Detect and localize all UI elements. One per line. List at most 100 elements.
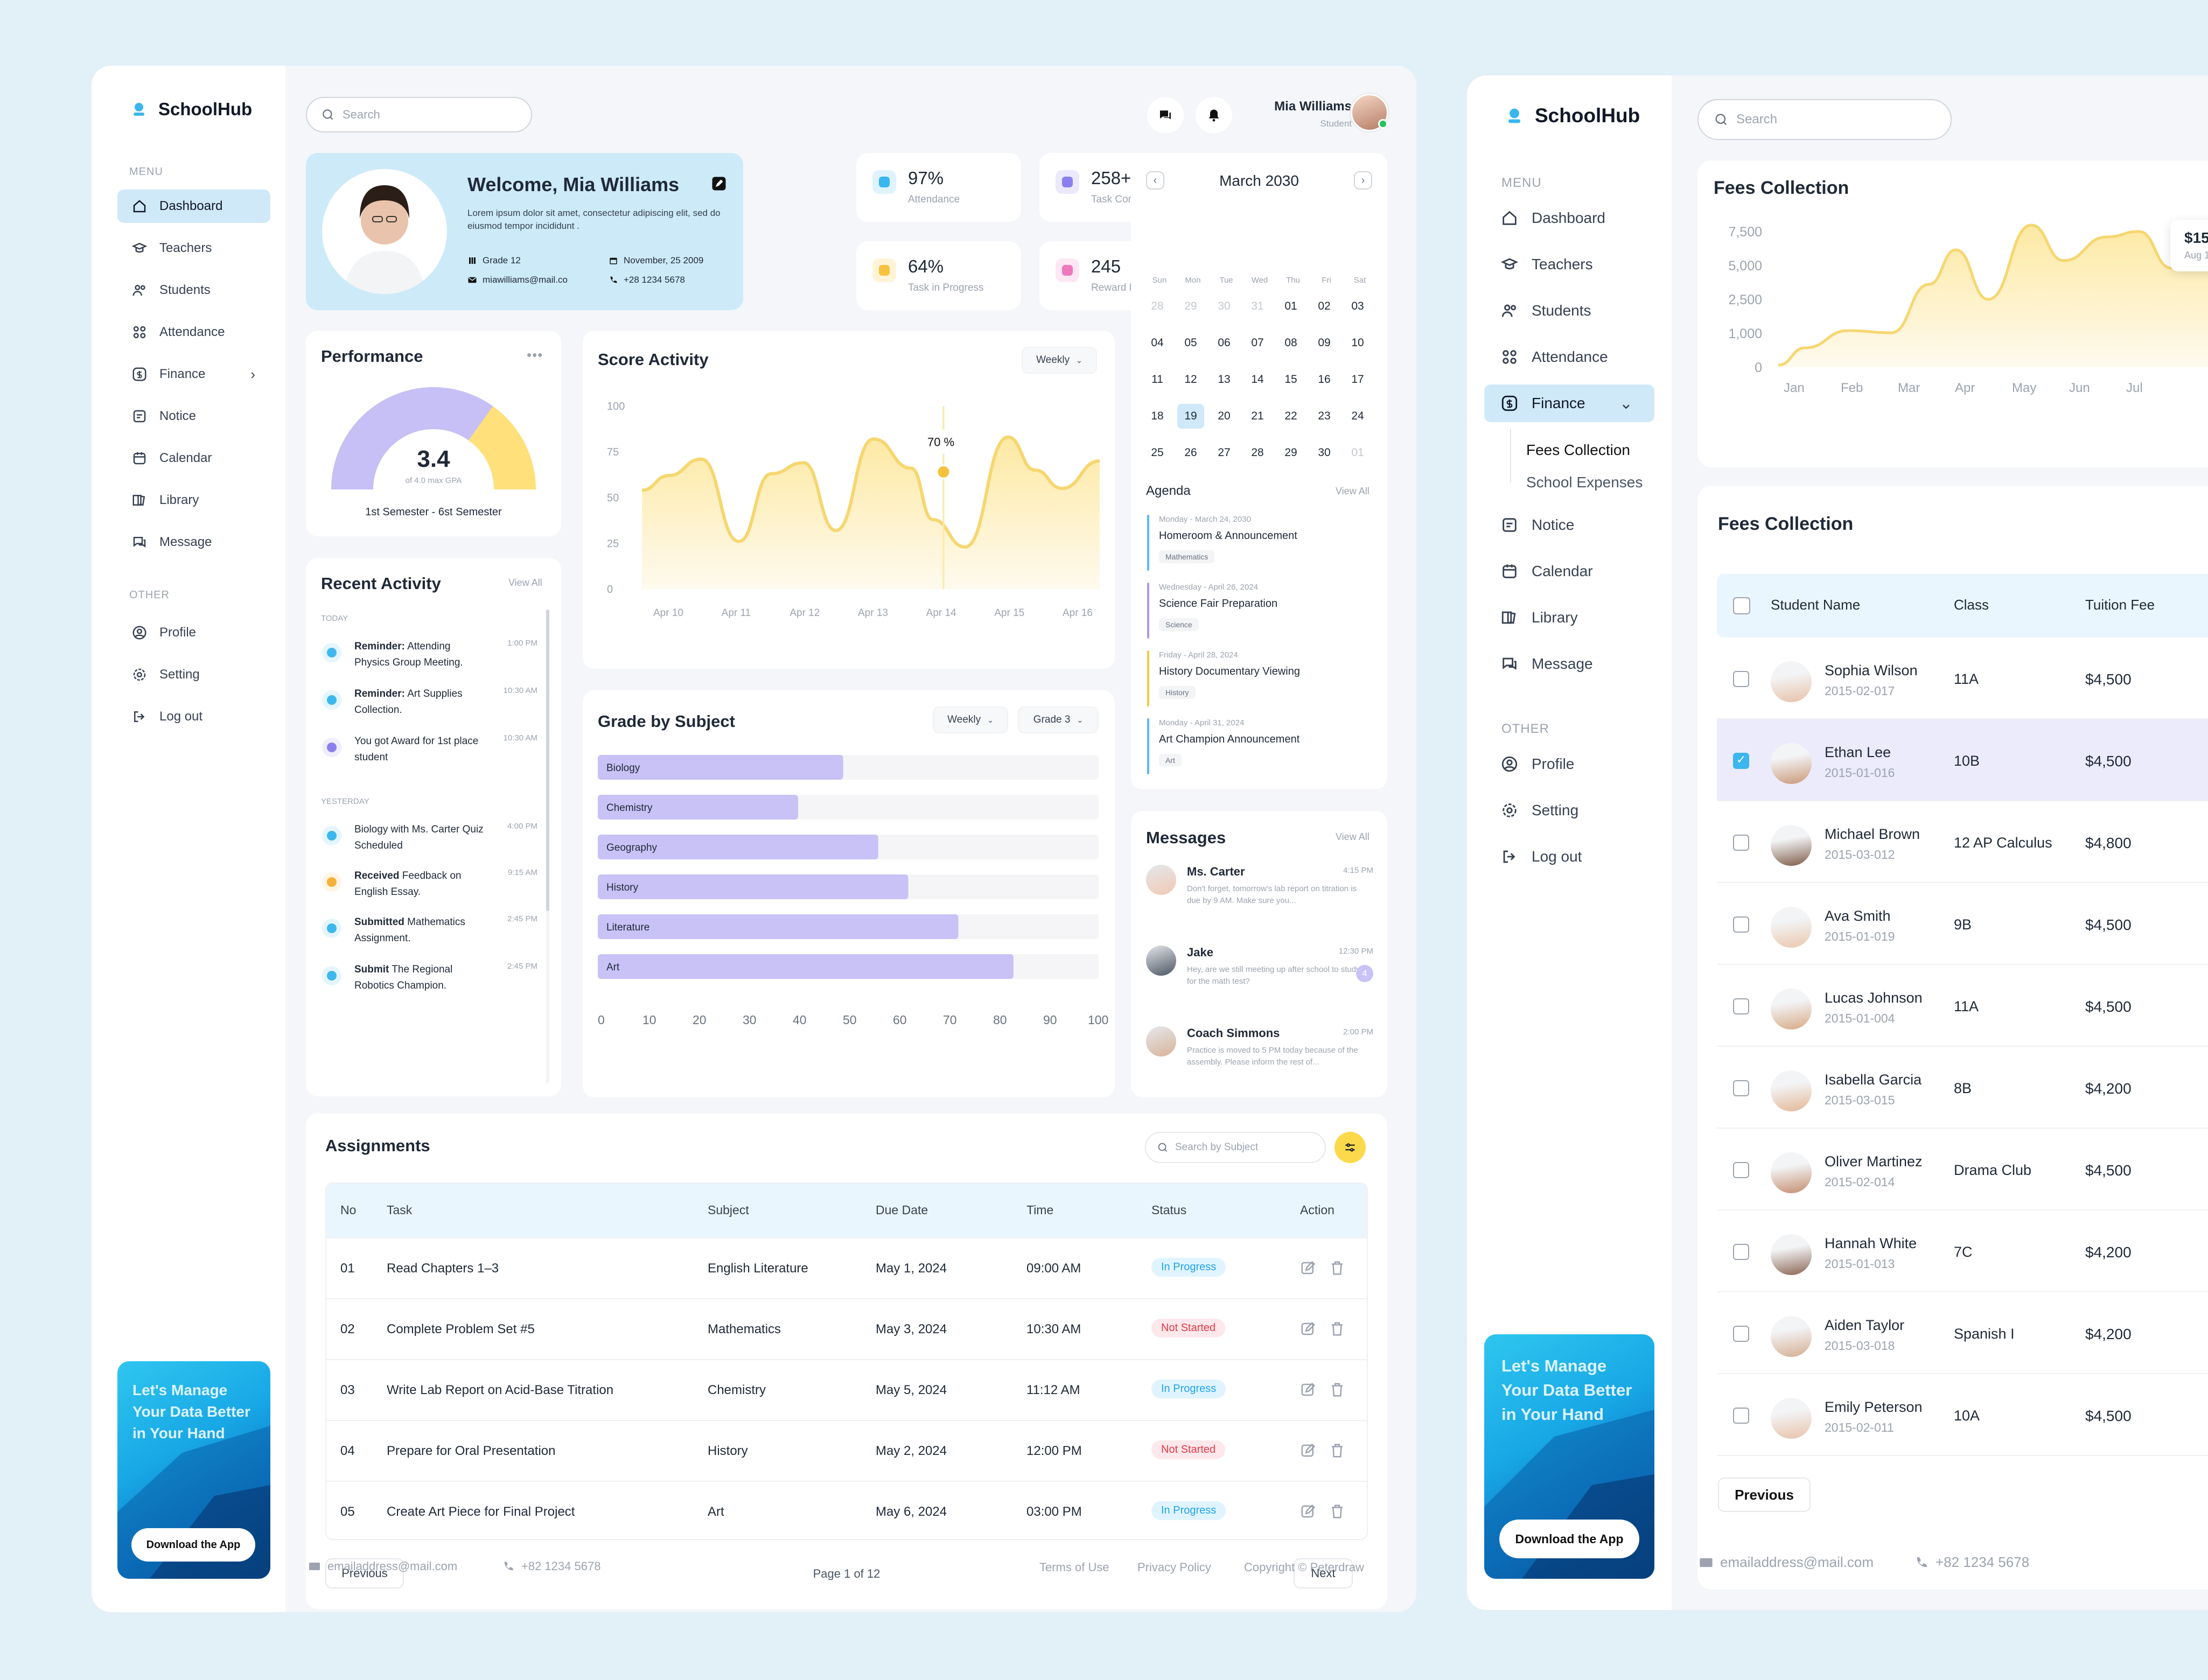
calendar-day[interactable]: 23 — [1318, 410, 1331, 422]
calendar-day[interactable]: 28 — [1251, 446, 1264, 459]
sidebar-item-message[interactable]: Message — [1484, 645, 1654, 683]
calendar-day[interactable]: 16 — [1318, 373, 1331, 386]
brand[interactable]: SchoolHub — [129, 99, 252, 120]
footer-email[interactable]: emailaddress@mail.com — [1699, 1554, 1874, 1571]
weekly-filter[interactable]: Weekly ⌄ — [1022, 347, 1097, 374]
calendar-day[interactable]: 29 — [1284, 446, 1297, 459]
trash-icon[interactable] — [1329, 1382, 1345, 1398]
sidebar-item-message[interactable]: Message — [117, 526, 270, 559]
row-checkbox[interactable] — [1733, 1162, 1749, 1178]
next-month-button[interactable]: › — [1354, 171, 1372, 190]
row-checkbox[interactable]: ✓ — [1733, 753, 1749, 769]
search-box[interactable]: Search — [306, 97, 532, 132]
activity-scrollbar[interactable] — [546, 610, 549, 1083]
trash-icon[interactable] — [1329, 1443, 1345, 1459]
trash-icon[interactable] — [1329, 1503, 1345, 1520]
header-checkbox[interactable] — [1733, 597, 1750, 614]
calendar-day[interactable]: 30 — [1218, 300, 1231, 312]
calendar-day[interactable]: 10 — [1351, 337, 1364, 349]
submenu-school-expenses[interactable]: School Expenses — [1526, 474, 1643, 491]
row-checkbox[interactable] — [1733, 916, 1749, 933]
user-name[interactable]: Mia Williams — [1274, 99, 1352, 114]
row-checkbox[interactable] — [1733, 1326, 1749, 1342]
brand[interactable]: SchoolHub — [1504, 104, 1640, 127]
sidebar-item-dashboard[interactable]: Dashboard — [117, 190, 270, 223]
row-checkbox[interactable] — [1733, 1244, 1749, 1260]
row-checkbox[interactable] — [1733, 835, 1749, 851]
activity-view-all[interactable]: View All — [508, 577, 542, 588]
submenu-fees-collection[interactable]: Fees Collection — [1526, 442, 1630, 458]
calendar-day[interactable]: 14 — [1251, 373, 1264, 386]
calendar-day[interactable]: 30 — [1318, 446, 1331, 459]
sidebar-item-notice[interactable]: Notice — [117, 400, 270, 433]
edit-icon[interactable] — [1300, 1382, 1316, 1398]
agenda-title[interactable]: Art Champion Announcement — [1159, 733, 1300, 745]
agenda-title[interactable]: History Documentary Viewing — [1159, 666, 1300, 677]
avatar[interactable] — [1351, 94, 1388, 131]
more-icon[interactable]: ••• — [527, 347, 543, 363]
table-row[interactable]: Michael Brown 2015-03-012 12 AP Calculus $4… — [1717, 801, 2208, 883]
calendar-day[interactable]: 04 — [1151, 337, 1164, 349]
search-box[interactable]: Search — [1697, 99, 1952, 140]
student-name[interactable]: Ethan Lee — [1825, 744, 1891, 760]
footer-privacy[interactable]: Privacy Policy — [1137, 1560, 1211, 1574]
row-checkbox[interactable] — [1733, 671, 1749, 687]
sidebar-item-calendar[interactable]: Calendar — [1484, 552, 1654, 590]
calendar-day[interactable]: 09 — [1318, 337, 1331, 349]
sidebar-item-calendar[interactable]: Calendar — [117, 442, 270, 475]
table-row[interactable]: Oliver Martinez 2015-02-014 Drama Club $4,5… — [1717, 1129, 2208, 1210]
sidebar-item-setting[interactable]: Setting — [1484, 792, 1654, 829]
footer-phone[interactable]: +82 1234 5678 — [1914, 1554, 2029, 1571]
message-sender[interactable]: Coach Simmons — [1187, 1026, 1280, 1040]
sidebar-item-students[interactable]: Students — [117, 274, 270, 307]
calendar-day[interactable]: 19 — [1177, 404, 1204, 429]
promo-card[interactable]: Let's Manage Your Data Better in Your Ha… — [117, 1361, 270, 1579]
calendar-day[interactable]: 21 — [1251, 410, 1264, 422]
row-checkbox[interactable] — [1733, 998, 1749, 1014]
calendar-day[interactable]: 01 — [1351, 446, 1364, 459]
calendar-day[interactable]: 07 — [1251, 337, 1264, 349]
footer-phone[interactable]: +82 1234 5678 — [502, 1559, 600, 1573]
sidebar-item-logout[interactable]: Log out — [1484, 838, 1654, 876]
sidebar-item-finance[interactable]: Finance ⌄ — [1484, 384, 1654, 422]
calendar-day[interactable]: 13 — [1218, 373, 1231, 386]
table-row[interactable]: Emily Peterson 2015-02-011 10A $4,500 — [1717, 1374, 2208, 1456]
assignment-search[interactable]: Search by Subject — [1145, 1132, 1326, 1163]
previous-button[interactable]: Previous — [1718, 1478, 1811, 1512]
edit-icon[interactable] — [1300, 1443, 1316, 1459]
calendar-day[interactable]: 24 — [1351, 410, 1364, 422]
table-row[interactable]: Isabella Garcia 2015-03-015 8B $4,200 — [1717, 1047, 2208, 1129]
sidebar-item-profile[interactable]: Profile — [117, 616, 270, 649]
calendar-day[interactable]: 18 — [1151, 410, 1164, 422]
edit-icon[interactable] — [1300, 1503, 1316, 1520]
messages-view-all[interactable]: View All — [1336, 831, 1369, 842]
calendar-day[interactable]: 28 — [1151, 300, 1164, 312]
table-row[interactable]: Sophia Wilson 2015-02-017 11A $4,500 — [1717, 638, 2208, 719]
calendar-day[interactable]: 15 — [1284, 373, 1297, 386]
table-row[interactable]: 04 Prepare for Oral Presentation History Ma… — [326, 1420, 1367, 1481]
student-name[interactable]: Emily Peterson — [1825, 1399, 1923, 1415]
agenda-title[interactable]: Homeroom & Announcement — [1159, 530, 1297, 542]
agenda-title[interactable]: Science Fair Preparation — [1159, 598, 1278, 610]
calendar-day[interactable]: 11 — [1151, 373, 1163, 386]
student-name[interactable]: Hannah White — [1825, 1235, 1917, 1251]
table-row[interactable]: 03 Write Lab Report on Acid-Base Titratio… — [326, 1359, 1367, 1420]
calendar-day[interactable]: 31 — [1251, 300, 1264, 312]
message-sender[interactable]: Ms. Carter — [1187, 865, 1245, 878]
table-row[interactable]: Ava Smith 2015-01-019 9B $4,500 — [1717, 883, 2208, 965]
sidebar-item-attendance[interactable]: Attendance — [1484, 338, 1654, 376]
trash-icon[interactable] — [1329, 1321, 1345, 1337]
calendar-day[interactable]: 01 — [1284, 300, 1297, 312]
grade-weekly-filter[interactable]: Weekly ⌄ — [933, 706, 1008, 733]
sidebar-item-teachers[interactable]: Teachers — [117, 232, 270, 265]
sidebar-item-notice[interactable]: Notice — [1484, 506, 1654, 544]
agenda-view-all[interactable]: View All — [1336, 486, 1369, 496]
calendar-day[interactable]: 22 — [1284, 410, 1297, 422]
calendar-day[interactable]: 20 — [1218, 410, 1231, 422]
table-row[interactable]: 02 Complete Problem Set #5 Mathematics May … — [326, 1298, 1367, 1359]
student-name[interactable]: Michael Brown — [1825, 826, 1920, 842]
filter-button[interactable] — [1334, 1132, 1366, 1163]
student-name[interactable]: Lucas Johnson — [1825, 990, 1923, 1006]
student-name[interactable]: Oliver Martinez — [1825, 1153, 1923, 1170]
row-checkbox[interactable] — [1733, 1080, 1749, 1096]
